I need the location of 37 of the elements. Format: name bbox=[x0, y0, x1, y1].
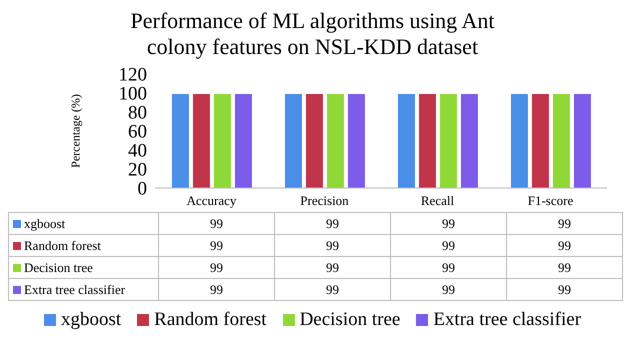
y-tick-label: 120 bbox=[118, 64, 147, 86]
text: xgboost bbox=[60, 309, 122, 330]
y-tick-label: 40 bbox=[128, 140, 147, 162]
x-tick-label: Accuracy bbox=[186, 193, 237, 208]
x-tick-label: F1-score bbox=[528, 193, 574, 208]
legend-label: Decision tree bbox=[300, 309, 400, 331]
data-label: 99 bbox=[158, 212, 274, 234]
y-tick-label: 20 bbox=[128, 160, 147, 181]
data-label: 99 bbox=[390, 212, 506, 234]
y-tick-label: 60 bbox=[128, 122, 147, 143]
text: Extra tree classifier bbox=[24, 282, 126, 296]
y-tick-label: 0 bbox=[138, 178, 147, 200]
y-tick-label: 100 bbox=[118, 84, 147, 105]
data-label: 99 bbox=[390, 278, 506, 300]
text: Decision tree bbox=[24, 260, 93, 274]
y-tick-label: 80 bbox=[128, 102, 147, 124]
data-label: 99 bbox=[390, 256, 506, 278]
data-label: 99 bbox=[506, 278, 622, 300]
y-axis-title: Percentage (%) bbox=[68, 94, 82, 168]
data-label: 99 bbox=[158, 278, 274, 300]
data-label: 99 bbox=[506, 212, 622, 234]
data-label: 99 bbox=[158, 256, 274, 278]
x-tick-label: Precision bbox=[300, 193, 350, 208]
data-label: 99 bbox=[274, 256, 390, 278]
data-label: 99 bbox=[274, 234, 390, 256]
data-label: 99 bbox=[274, 212, 390, 234]
data-label: 99 bbox=[158, 234, 274, 256]
legend-label: Extra tree classifier bbox=[433, 309, 582, 331]
legend-label: Random forest bbox=[8, 234, 158, 256]
data-label: 99 bbox=[274, 278, 390, 300]
text: Random forest bbox=[154, 309, 267, 330]
x-tick-label: Recall bbox=[420, 193, 454, 208]
data-label: 99 bbox=[390, 234, 506, 256]
data-label: 99 bbox=[506, 234, 622, 256]
data-label: 99 bbox=[506, 256, 622, 278]
legend-label: xgboost bbox=[8, 212, 158, 234]
chart-title: Performance of ML algorithms using Ant colony features on NSL-KDD dataset bbox=[130, 8, 496, 61]
